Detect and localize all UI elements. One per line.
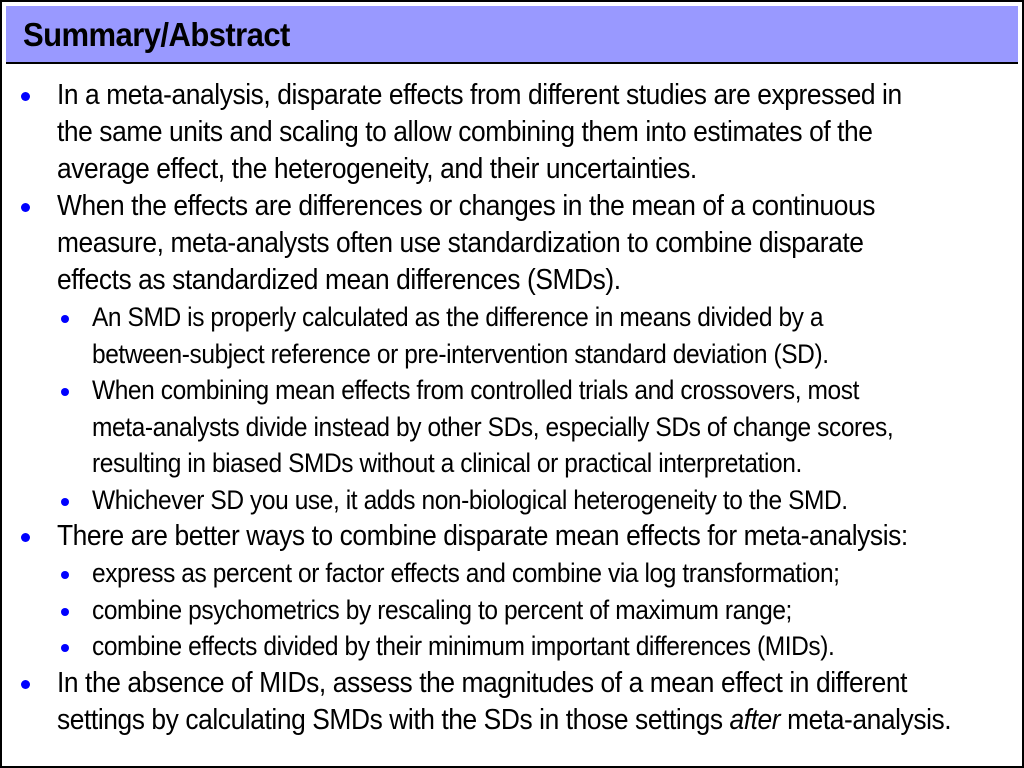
- bullet-line: combine psychometrics by rescaling to pe…: [92, 594, 792, 625]
- bullet-icon: [21, 533, 30, 542]
- sub-bullet-item: express as percent or factor effects and…: [2, 555, 1022, 592]
- bullet-line: express as percent or factor effects and…: [92, 558, 840, 588]
- bullet-line: There are better ways to combine dispara…: [57, 520, 908, 552]
- bullet-line: In a meta-analysis, disparate effects fr…: [57, 79, 902, 111]
- bullet-line-with-emphasis: settings by calculating SMDs with the SD…: [57, 702, 952, 739]
- sub-bullet-icon: [61, 607, 69, 616]
- sub-bullet-icon: [61, 644, 69, 652]
- bullet-line: combine effects divided by their minimum…: [92, 631, 835, 661]
- bullet-line: average effect, the heterogeneity, and t…: [57, 153, 697, 185]
- sub-bullet-item: When combining mean effects from control…: [2, 372, 1022, 482]
- bullet-item: In a meta-analysis, disparate effects fr…: [2, 77, 1022, 188]
- sub-bullet-icon: [61, 388, 69, 396]
- sub-bullet-item: combine effects divided by their minimum…: [2, 628, 1022, 665]
- bullet-line: When combining mean effects from control…: [92, 375, 859, 405]
- emphasis-text: after: [729, 703, 781, 736]
- bullet-item: There are better ways to combine dispara…: [2, 518, 1022, 555]
- bullet-icon: [21, 92, 30, 101]
- sub-bullet-item: combine psychometrics by rescaling to pe…: [2, 592, 1022, 629]
- bullet-line: An SMD is properly calculated as the dif…: [92, 302, 824, 332]
- sub-bullet-item: Whichever SD you use, it adds non-biolog…: [2, 482, 1022, 519]
- bullet-item: In the absence of MIDs, assess the magni…: [2, 665, 1022, 739]
- bullet-line: between-subject reference or pre-interve…: [92, 338, 829, 369]
- bullet-icon: [21, 679, 30, 689]
- bullet-line: Whichever SD you use, it adds non-biolog…: [92, 484, 848, 515]
- sub-bullet-item: An SMD is properly calculated as the dif…: [2, 299, 1022, 372]
- text-run: meta-analysis.: [780, 703, 952, 736]
- sub-bullet-icon: [61, 315, 69, 323]
- bullet-line: the same units and scaling to allow comb…: [57, 116, 873, 148]
- bullet-line: meta-analysts divide instead by other SD…: [92, 411, 894, 442]
- slide-title: Summary/Abstract: [23, 16, 290, 53]
- title-bar: Summary/Abstract: [6, 6, 1018, 64]
- bullet-line: resulting in biased SMDs without a clini…: [92, 448, 802, 478]
- bullet-line: measure, meta-analysts often use standar…: [57, 227, 864, 259]
- sub-bullet-icon: [61, 497, 69, 506]
- bullet-icon: [21, 203, 30, 212]
- bullet-line: effects as standardized mean differences…: [57, 264, 621, 296]
- bullet-list: In a meta-analysis, disparate effects fr…: [2, 77, 1022, 739]
- bullet-line: When the effects are differences or chan…: [57, 190, 876, 222]
- bullet-item: When the effects are differences or chan…: [2, 188, 1022, 299]
- text-run: settings by calculating SMDs with the SD…: [57, 703, 730, 736]
- bullet-line: In the absence of MIDs, assess the magni…: [57, 666, 908, 699]
- sub-bullet-icon: [61, 571, 69, 579]
